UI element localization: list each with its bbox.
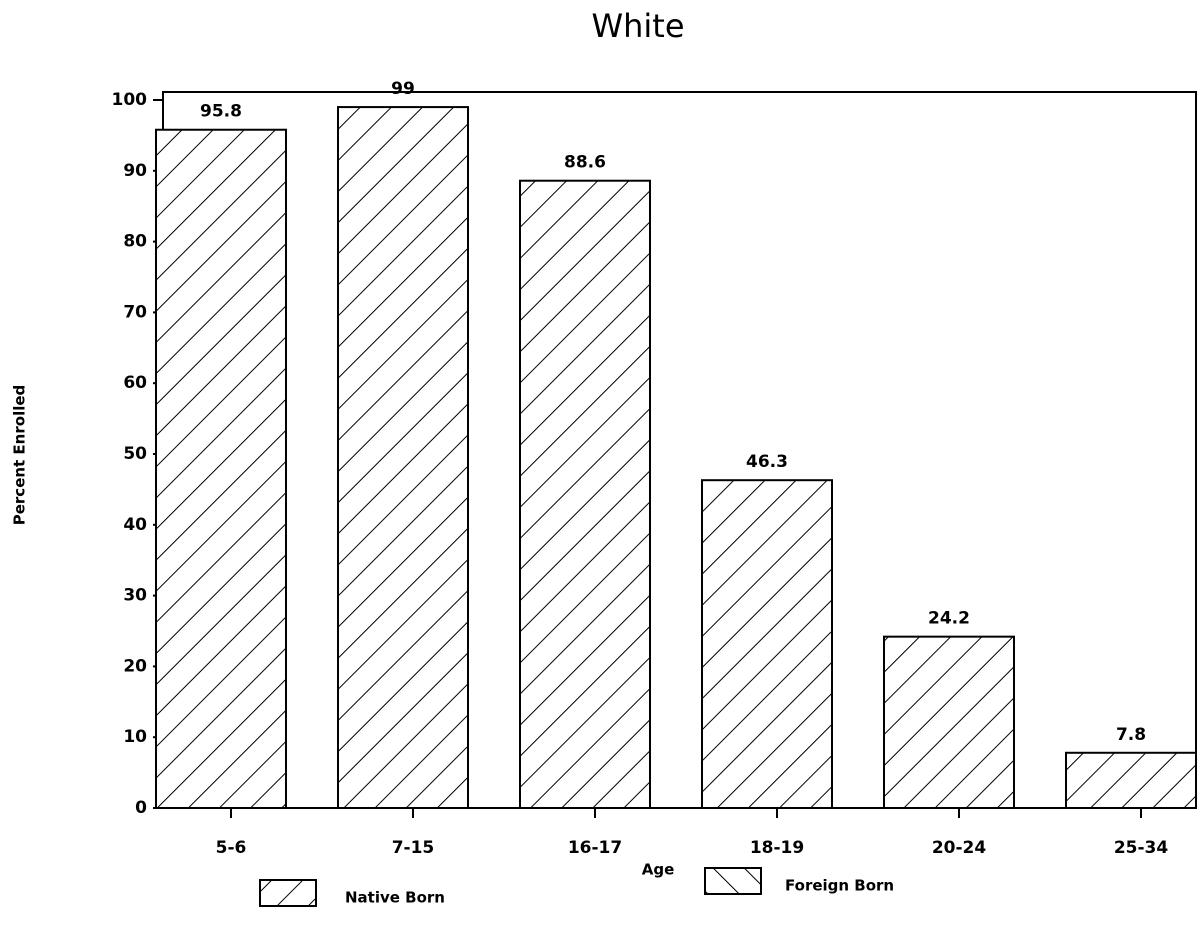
legend-swatch [704, 867, 762, 895]
value-label: 95.8 [200, 102, 242, 122]
x-tick-label: 16-17 [568, 838, 622, 858]
bar [883, 635, 1015, 809]
y-tick-label: 10 [123, 727, 147, 747]
y-tick-label: 40 [123, 515, 147, 535]
y-tick-label: 70 [123, 302, 147, 322]
y-tick-label: 30 [123, 586, 147, 606]
value-label: 24.2 [928, 609, 970, 629]
plot-frame [162, 91, 1197, 809]
chart-title: White [591, 7, 684, 45]
y-tick-label: 80 [123, 232, 147, 252]
x-axis-label: Age [642, 861, 675, 879]
value-label: 7.8 [1116, 725, 1146, 745]
x-tick-label: 20-24 [932, 838, 987, 858]
y-tick-label: 90 [123, 161, 147, 181]
y-tick-label: 50 [123, 444, 147, 464]
y-tick-label: 20 [123, 656, 147, 676]
legend-swatch [259, 879, 317, 907]
x-tick-label: 7-15 [392, 838, 435, 858]
value-label: 46.3 [746, 452, 788, 472]
y-axis-label: Percent Enrolled [11, 385, 29, 526]
x-tick-label: 18-19 [750, 838, 804, 858]
x-tick-label: 25-34 [1114, 838, 1169, 858]
bar [519, 179, 651, 810]
y-tick-label: 60 [123, 373, 147, 393]
legend-label: Foreign Born [785, 877, 894, 895]
bar [701, 479, 833, 809]
y-tick-label: 0 [135, 798, 147, 818]
y-tick-label: 100 [112, 90, 148, 110]
value-label: 99 [391, 79, 415, 99]
value-label: 88.6 [564, 153, 606, 173]
bar [337, 106, 469, 809]
bar [155, 128, 287, 809]
bar [1065, 751, 1197, 809]
legend-label: Native Born [345, 889, 445, 907]
x-tick-label: 5-6 [216, 838, 247, 858]
